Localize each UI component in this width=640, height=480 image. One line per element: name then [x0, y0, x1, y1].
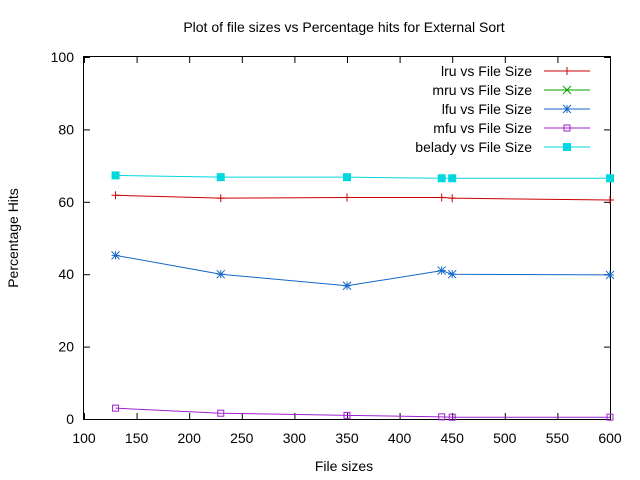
marker-stroke [447, 269, 457, 279]
marker-shape [343, 411, 351, 419]
marker-shape [438, 413, 446, 421]
marker-shape [448, 174, 457, 183]
y-tick-label: 80 [58, 121, 74, 137]
x-tick-label: 200 [178, 430, 202, 446]
legend-label: belady vs File Size [415, 139, 532, 155]
marker-stroke [562, 104, 572, 114]
marker-shape [216, 173, 225, 182]
legend: lru vs File Size mru vs File Size lfu vs F… [415, 63, 590, 155]
data-point [606, 174, 614, 183]
marker-stroke [437, 266, 447, 275]
data-point [343, 173, 351, 182]
legend-entry: mfu vs File Size [433, 120, 590, 136]
x-tick-label: 600 [598, 430, 622, 446]
marker-stroke [562, 85, 572, 95]
x-axis: 100 150 200 250 300 350 400 450 500 550 600 [72, 57, 622, 446]
legend-label: lru vs File Size [441, 63, 532, 79]
legend-entry: mru vs File Size [432, 82, 590, 98]
x-tick-label: 150 [125, 430, 149, 446]
legend-swatch-marker [563, 124, 571, 132]
series-3 [112, 404, 614, 421]
x-tick-label: 500 [493, 430, 517, 446]
marker-stroke [111, 251, 120, 260]
data-point [111, 171, 120, 180]
data-point [342, 281, 352, 291]
legend-entry: lfu vs File Size [442, 101, 590, 117]
series-4 [111, 171, 614, 183]
data-point [216, 269, 226, 279]
x-tick-label: 100 [72, 430, 96, 446]
series-0 [111, 191, 614, 204]
marker-shape [217, 409, 225, 417]
data-point [343, 193, 351, 202]
data-point [447, 269, 457, 279]
data-point [448, 194, 457, 203]
marker-shape [563, 143, 571, 151]
legend-entry: lru vs File Size [441, 63, 590, 79]
y-tick-label: 60 [58, 194, 74, 210]
marker-shape [606, 413, 614, 421]
data-point [437, 266, 447, 275]
legend-swatch-marker [562, 104, 572, 114]
data-point [448, 174, 457, 183]
series-line [115, 407, 610, 418]
marker-shape [563, 124, 571, 132]
marker-shape [343, 173, 351, 182]
legend-swatch-marker [563, 67, 571, 75]
y-tick-label: 0 [66, 411, 74, 427]
data-point [111, 191, 120, 200]
legend-label: lfu vs File Size [442, 101, 532, 117]
marker-stroke [605, 270, 615, 280]
x-tick-label: 350 [335, 430, 359, 446]
data-point [111, 251, 120, 260]
y-axis-label: Percentage Hits [5, 188, 21, 288]
x-axis-label: File sizes [315, 458, 373, 474]
marker-shape [606, 174, 614, 183]
data-point [343, 411, 351, 419]
data-point [438, 413, 446, 421]
legend-label: mru vs File Size [432, 82, 532, 98]
y-axis: 0 20 40 60 80 100 [51, 49, 610, 427]
y-tick-label: 20 [58, 339, 74, 355]
marker-shape [112, 404, 120, 412]
legend-swatch-marker [562, 85, 572, 95]
data-point [216, 173, 225, 182]
series-line [115, 174, 610, 179]
x-tick-label: 300 [283, 430, 307, 446]
x-tick-label: 450 [441, 430, 465, 446]
marker-shape [448, 413, 456, 421]
series-2 [111, 251, 615, 291]
y-tick-label: 100 [51, 49, 75, 65]
x-tick-label: 550 [546, 430, 570, 446]
data-point [437, 193, 446, 202]
marker-stroke [342, 281, 352, 291]
y-tick-label: 40 [58, 266, 74, 282]
data-point [437, 174, 446, 183]
legend-swatch-marker [563, 143, 571, 151]
marker-shape [437, 174, 446, 183]
legend-entry: belady vs File Size [415, 139, 590, 155]
series-line [115, 194, 611, 201]
data-point [606, 413, 614, 421]
data-point [605, 270, 615, 280]
chart-title: Plot of file sizes vs Percentage hits fo… [183, 19, 504, 35]
x-tick-label: 250 [230, 430, 254, 446]
data-point [448, 413, 456, 421]
data-point [606, 195, 614, 204]
data-point [216, 194, 225, 203]
data-point [217, 409, 225, 417]
data-point [112, 404, 120, 412]
x-tick-label: 400 [388, 430, 412, 446]
series-line [115, 254, 611, 287]
legend-label: mfu vs File Size [433, 120, 532, 136]
marker-stroke [216, 269, 226, 279]
series-group [111, 171, 615, 421]
marker-shape [111, 171, 120, 180]
plot-area-frame [83, 56, 611, 420]
